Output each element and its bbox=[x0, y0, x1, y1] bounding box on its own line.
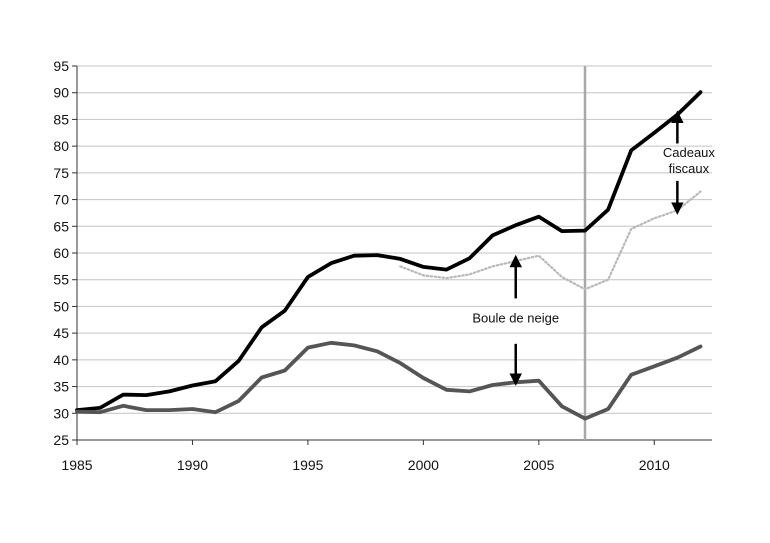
series-line-2 bbox=[399, 190, 702, 291]
annotation-label: fiscaux bbox=[669, 161, 710, 176]
annotation-label: Boule de neige bbox=[472, 310, 559, 325]
y-tick-label: 60 bbox=[53, 245, 69, 261]
y-tick-label: 85 bbox=[53, 111, 69, 127]
series-line-1 bbox=[75, 90, 703, 413]
x-tick-labels: 1985 1990 1995 2000 2005 2010 bbox=[61, 457, 670, 473]
y-tick-label: 40 bbox=[53, 352, 69, 368]
y-tick-label: 50 bbox=[53, 298, 69, 314]
x-tick-label: 1995 bbox=[292, 457, 323, 473]
y-tick-label: 75 bbox=[53, 165, 69, 181]
x-tick-label: 2010 bbox=[639, 457, 670, 473]
axes bbox=[72, 65, 712, 445]
y-tick-label: 90 bbox=[53, 85, 69, 101]
y-tick-labels: 25 30 35 40 45 50 55 60 65 70 75 80 85 90 95 bbox=[53, 58, 69, 448]
annotation-label: Cadeaux bbox=[663, 145, 716, 160]
y-tick-label: 70 bbox=[53, 192, 69, 208]
y-tick-label: 95 bbox=[53, 58, 69, 74]
gridlines bbox=[77, 65, 712, 414]
x-tick-label: 2000 bbox=[408, 457, 439, 473]
y-tick-label: 80 bbox=[53, 138, 69, 154]
x-tick-label: 2005 bbox=[523, 457, 554, 473]
annotation-arrows bbox=[509, 110, 684, 386]
series-line-3 bbox=[75, 340, 703, 421]
y-tick-label: 30 bbox=[53, 405, 69, 421]
y-tick-label: 25 bbox=[53, 432, 69, 448]
y-tick-label: 65 bbox=[53, 218, 69, 234]
x-tick-label: 1985 bbox=[61, 457, 92, 473]
series-lines bbox=[75, 90, 703, 421]
y-tick-label: 35 bbox=[53, 379, 69, 395]
y-tick-label: 45 bbox=[53, 325, 69, 341]
x-tick-label: 1990 bbox=[177, 457, 208, 473]
y-tick-label: 55 bbox=[53, 272, 69, 288]
